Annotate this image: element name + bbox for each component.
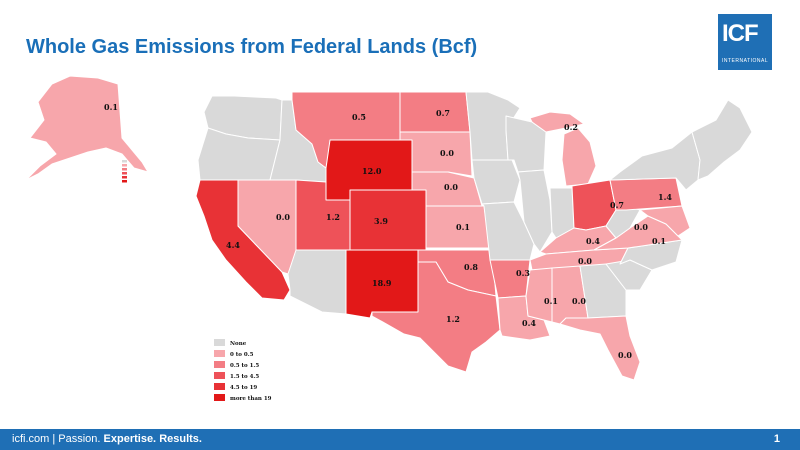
footer-results: Results.: [159, 433, 202, 445]
label-co: 3.9: [374, 216, 388, 226]
label-wy: 12.0: [362, 166, 382, 176]
label-ok: 0.8: [464, 262, 478, 272]
label-mi: 0.2: [564, 122, 578, 132]
label-tx: 1.2: [446, 314, 460, 324]
legend-none: None: [230, 341, 247, 347]
label-sd: 0.0: [440, 148, 454, 158]
label-nd: 0.7: [436, 108, 450, 118]
footer-expertise: Expertise.: [103, 433, 157, 445]
footer-bar: icfi.com | Passion. Expertise. Results. …: [0, 429, 800, 450]
footer-site-link[interactable]: icfi.com: [12, 433, 50, 445]
label-pa: 1.4: [658, 192, 672, 202]
legend-4.5-19: 4.5 to 19: [230, 385, 257, 391]
alaska-mini-legend: [122, 160, 127, 183]
legend-1.5-4.5: 1.5 to 4.5: [230, 374, 259, 380]
label-fl: 0.0: [618, 350, 632, 360]
label-nm: 18.9: [372, 278, 392, 288]
legend-0.5-1.5: 0.5 to 1.5: [230, 363, 259, 369]
state-tx: [371, 261, 501, 373]
page-number: 1: [773, 433, 780, 445]
footer-tagline: icfi.com | Passion. Expertise. Results.: [12, 433, 202, 445]
state-new-england: [691, 99, 753, 181]
icf-logo: ICF INTERNATIONAL: [718, 14, 772, 70]
state-az: [287, 249, 347, 315]
label-va: 0.0: [634, 222, 648, 232]
label-ak: 0.1: [104, 102, 118, 112]
state-ak: [25, 75, 149, 181]
label-tn: 0.0: [578, 256, 592, 266]
legend-0-0.5: 0 to 0.5: [230, 352, 254, 358]
footer-passion: Passion.: [58, 433, 101, 445]
page-title: Whole Gas Emissions from Federal Lands (…: [26, 36, 478, 58]
state-ga: [579, 263, 627, 319]
label-ca: 4.4: [226, 240, 240, 250]
label-nv: 0.0: [276, 212, 290, 222]
label-ne: 0.0: [444, 182, 458, 192]
state-mi: [561, 127, 597, 187]
label-ar: 0.3: [516, 268, 530, 278]
label-al: 0.0: [572, 296, 586, 306]
legend-more-than-19: more than 19: [230, 396, 272, 402]
label-ut: 1.2: [326, 212, 340, 222]
label-oh: 0.7: [610, 200, 624, 210]
state-mi-upper: [529, 111, 585, 133]
state-mo: [481, 201, 535, 261]
us-map: 0.1 4.4 0.0 0.5 12.0 1.2 3.9 18.9 0.7 0.…: [25, 75, 753, 402]
state-fl: [559, 315, 641, 381]
label-la: 0.4: [522, 318, 536, 328]
state-co: [349, 189, 427, 251]
footer-separator: |: [52, 433, 56, 445]
label-md: 0.1: [652, 236, 666, 246]
state-nd: [399, 91, 471, 133]
label-ky: 0.4: [586, 236, 600, 246]
label-mt: 0.5: [352, 112, 366, 122]
logo-subtext: INTERNATIONAL: [722, 58, 769, 64]
state-md: [639, 205, 691, 237]
label-ks: 0.1: [456, 222, 470, 232]
label-ms: 0.1: [544, 296, 558, 306]
logo-text: ICF: [722, 20, 759, 47]
map-legend: None 0 to 0.5 0.5 to 1.5 1.5 to 4.5 4.5 …: [214, 339, 272, 402]
